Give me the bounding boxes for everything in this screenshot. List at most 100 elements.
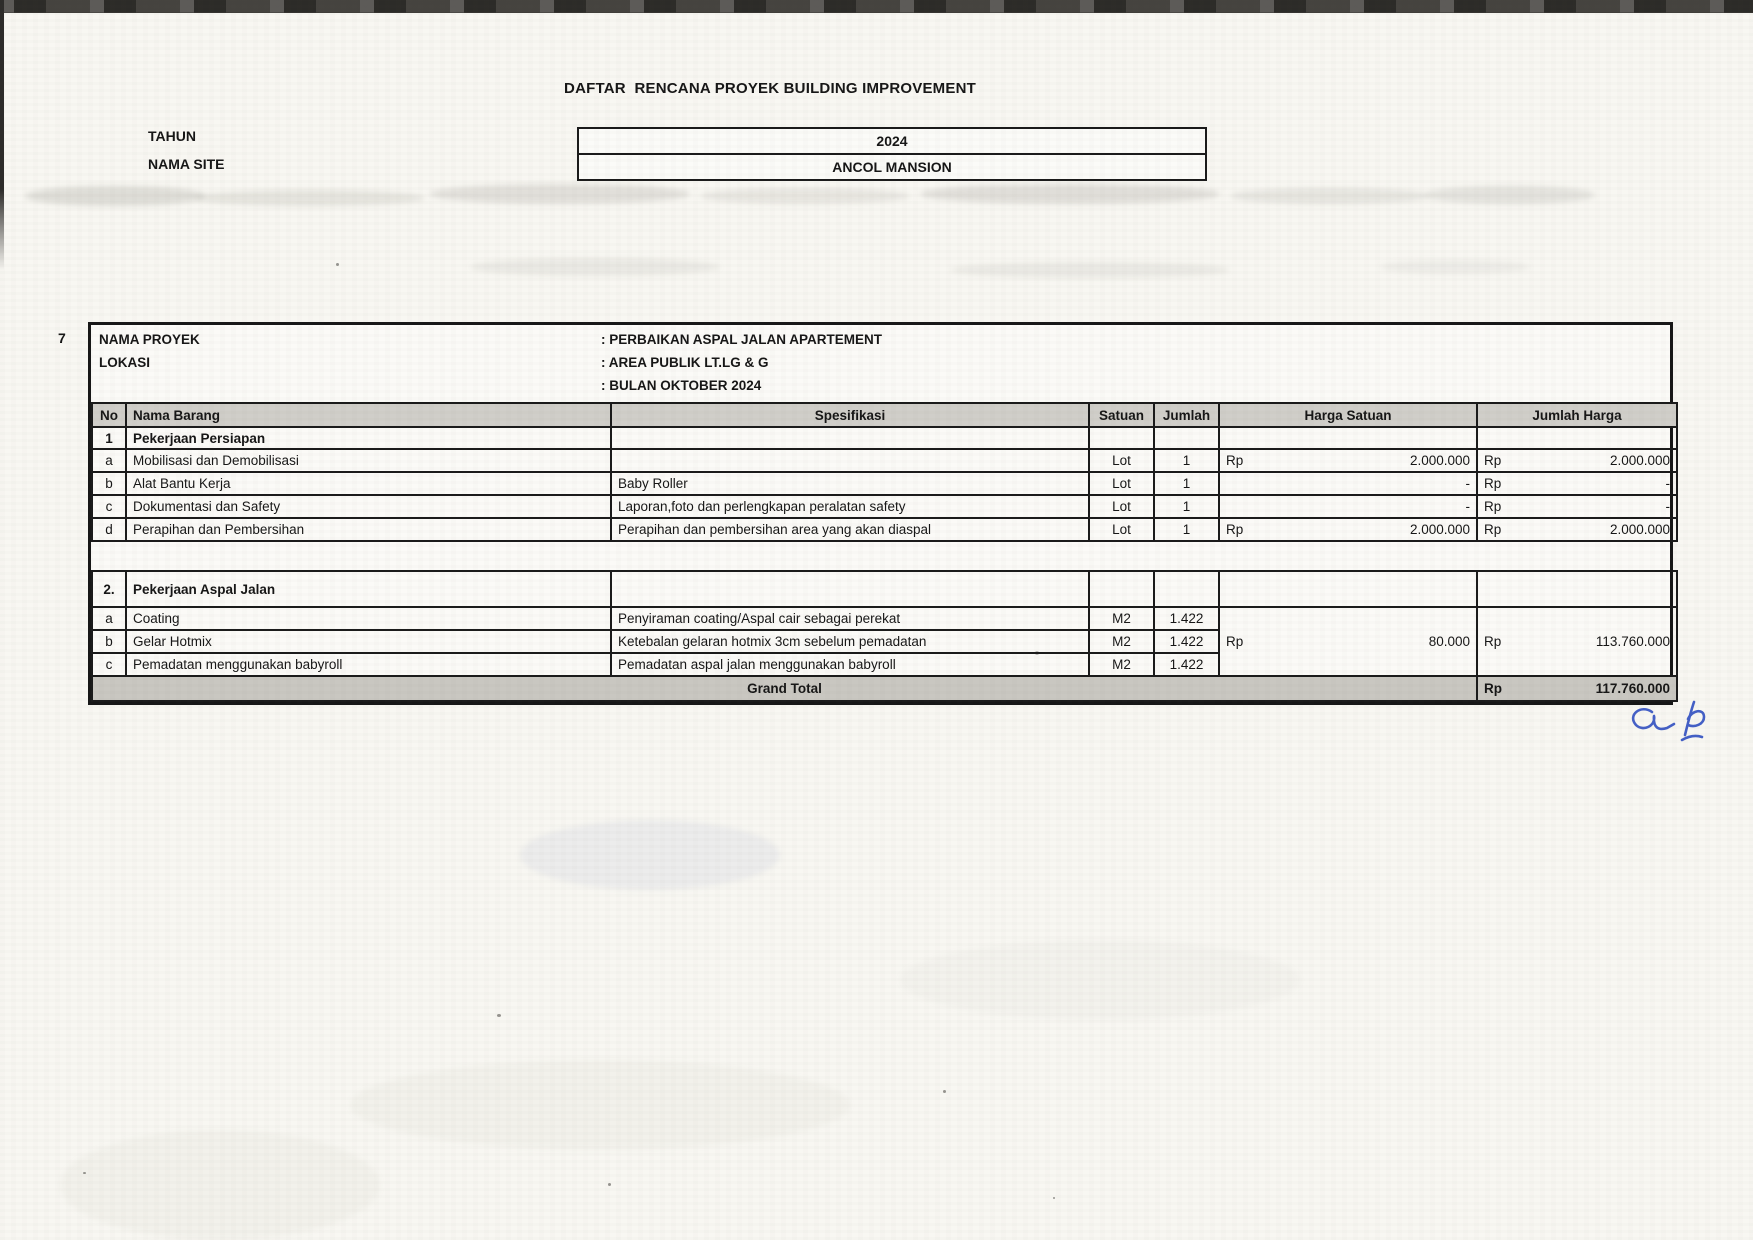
page-title: DAFTAR RENCANA PROYEK BUILDING IMPROVEME… xyxy=(564,80,976,97)
cell-no: d xyxy=(91,517,127,542)
scan-smudge xyxy=(25,186,205,206)
grand-total-row: Grand Total Rp 117.760.000 xyxy=(91,675,1678,702)
table-row: c Dokumentasi dan Safety Laporan,foto da… xyxy=(91,494,1678,519)
project-info-row: NAMA PROYEK : PERBAIKAN ASPAL JALAN APAR… xyxy=(91,328,1670,351)
cell-satuan: Lot xyxy=(1088,517,1155,542)
scan-smudge xyxy=(950,262,1230,278)
cell-spec: Baby Roller xyxy=(610,471,1090,496)
cell-spec: Penyiraman coating/Aspal cair sebagai pe… xyxy=(610,606,1090,631)
cell-jumlah: 1 xyxy=(1153,517,1220,542)
cell-satuan: M2 xyxy=(1088,629,1155,654)
currency-label: Rp xyxy=(1484,453,1502,468)
scan-smudge xyxy=(60,1130,380,1240)
cell-nama-barang: Perapihan dan Pembersihan xyxy=(125,517,612,542)
cell-jumlah: 1.422 xyxy=(1153,652,1220,677)
bulan-label-spacer xyxy=(91,374,601,397)
scan-smudge xyxy=(1230,188,1430,204)
project-table: NAMA PROYEK : PERBAIKAN ASPAL JALAN APAR… xyxy=(88,322,1678,705)
cell-no: 1 xyxy=(91,426,127,450)
section1-header-row: 1 Pekerjaan Persiapan xyxy=(91,426,1678,450)
cell-spec: Ketebalan gelaran hotmix 3cm sebelum pem… xyxy=(610,629,1090,654)
nama-proyek-label: NAMA PROYEK xyxy=(99,332,200,347)
table-row: a Coating Penyiraman coating/Aspal cair … xyxy=(91,606,1678,677)
lokasi-value: : AREA PUBLIK LT.LG & G xyxy=(601,355,769,370)
nama-site-value: ANCOL MANSION xyxy=(579,153,1205,179)
cell-satuan: Lot xyxy=(1088,448,1155,473)
col-header-jumlah-harga: Jumlah Harga xyxy=(1476,402,1678,428)
scan-smudge xyxy=(1425,186,1595,204)
cell-nama-barang: Gelar Hotmix xyxy=(125,629,612,654)
scan-speck xyxy=(497,1014,501,1017)
scan-smudge xyxy=(920,184,1220,204)
currency-label: Rp xyxy=(1226,522,1244,537)
cell-spec: Laporan,foto dan perlengkapan peralatan … xyxy=(610,494,1090,519)
cell-spec xyxy=(610,570,1090,608)
table-row: b Alat Bantu Kerja Baby Roller Lot 1 - R… xyxy=(91,471,1678,496)
scan-smudge xyxy=(470,258,720,276)
cell-harga-satuan: Rp 2.000.000 xyxy=(1218,517,1478,542)
scanner-edge-band xyxy=(0,0,1753,13)
items-table: No Nama Barang Spesifikasi Satuan Jumlah… xyxy=(91,402,1678,702)
amount-value: 113.760.000 xyxy=(1595,634,1670,649)
table-row: c Pemadatan menggunakan babyroll Pemadat… xyxy=(91,652,1677,677)
scan-speck xyxy=(336,263,339,266)
col-header-spesifikasi: Spesifikasi xyxy=(610,402,1090,428)
scan-smudge xyxy=(350,1060,850,1150)
currency-label: Rp xyxy=(1226,634,1244,649)
grand-total-label: Grand Total xyxy=(91,675,1478,702)
cell-section-title: Pekerjaan Persiapan xyxy=(125,426,612,450)
grand-total-value-cell: Rp 117.760.000 xyxy=(1476,675,1678,702)
cell-nama-barang: Pemadatan menggunakan babyroll xyxy=(125,652,612,677)
spacer-row xyxy=(92,541,1677,571)
cell-satuan: Lot xyxy=(1088,494,1155,519)
bulan-value: : BULAN OKTOBER 2024 xyxy=(601,378,762,393)
cell-no: a xyxy=(91,448,127,473)
amount-value: - xyxy=(1465,499,1471,514)
nama-proyek-value: : PERBAIKAN ASPAL JALAN APARTEMENT xyxy=(601,332,883,347)
table-row: a Mobilisasi dan Demobilisasi Lot 1 Rp 2.… xyxy=(91,448,1678,473)
cell-harga-satuan xyxy=(1218,426,1478,450)
cell-harga-satuan: Rp 2.000.000 xyxy=(1218,448,1478,473)
cell-satuan xyxy=(1088,570,1155,608)
cell-harga-satuan xyxy=(1218,570,1478,608)
col-header-nama-barang: Nama Barang xyxy=(125,402,612,428)
cell-spec xyxy=(610,426,1090,450)
cell-jumlah: 1.422 xyxy=(1153,606,1220,631)
col-header-no: No xyxy=(91,402,127,428)
amount-value: 2.000.000 xyxy=(1609,522,1670,537)
amount-value: 2.000.000 xyxy=(1409,522,1470,537)
cell-jumlah-harga: Rp - xyxy=(1476,494,1678,519)
nama-site-label: NAMA SITE xyxy=(148,156,225,172)
currency-label: Rp xyxy=(1484,681,1502,696)
project-info-block: NAMA PROYEK : PERBAIKAN ASPAL JALAN APAR… xyxy=(91,325,1670,402)
cell-jumlah xyxy=(1153,426,1220,450)
cell-satuan xyxy=(1088,426,1155,450)
scan-speck xyxy=(943,1090,946,1093)
section2-header-row: 2. Pekerjaan Aspal Jalan xyxy=(91,570,1678,608)
cell-nama-barang: Dokumentasi dan Safety xyxy=(125,494,612,519)
scan-speck xyxy=(608,1183,611,1186)
cell-jumlah xyxy=(1153,570,1220,608)
project-info-row: : BULAN OKTOBER 2024 xyxy=(91,374,1670,397)
amount-value: - xyxy=(1665,499,1671,514)
cell-nama-barang: Mobilisasi dan Demobilisasi xyxy=(125,448,612,473)
cell-no: 2. xyxy=(91,570,127,608)
amount-value: - xyxy=(1665,476,1671,491)
scan-smudge xyxy=(195,190,425,206)
tahun-value: 2024 xyxy=(876,133,908,149)
col-header-satuan: Satuan xyxy=(1088,402,1155,428)
table-row: d Perapihan dan Pembersihan Perapihan da… xyxy=(91,517,1678,542)
sheet-number: 7 xyxy=(58,330,66,346)
cell-jumlah-harga: Rp 2.000.000 xyxy=(1476,448,1678,473)
cell-section-title: Pekerjaan Aspal Jalan xyxy=(125,570,612,608)
currency-label: Rp xyxy=(1484,522,1502,537)
tahun-label: TAHUN xyxy=(148,128,196,144)
col-header-harga-satuan: Harga Satuan xyxy=(1218,402,1478,428)
cell-satuan: M2 xyxy=(1088,652,1155,677)
cell-spec: Perapihan dan pembersihan area yang akan… xyxy=(610,517,1090,542)
scan-smudge xyxy=(700,188,910,204)
table-header-row: No Nama Barang Spesifikasi Satuan Jumlah… xyxy=(91,402,1678,428)
scan-smudge xyxy=(1380,260,1530,274)
cell-jumlah-harga: Rp - xyxy=(1476,471,1678,496)
spacer-cell xyxy=(92,541,1677,571)
